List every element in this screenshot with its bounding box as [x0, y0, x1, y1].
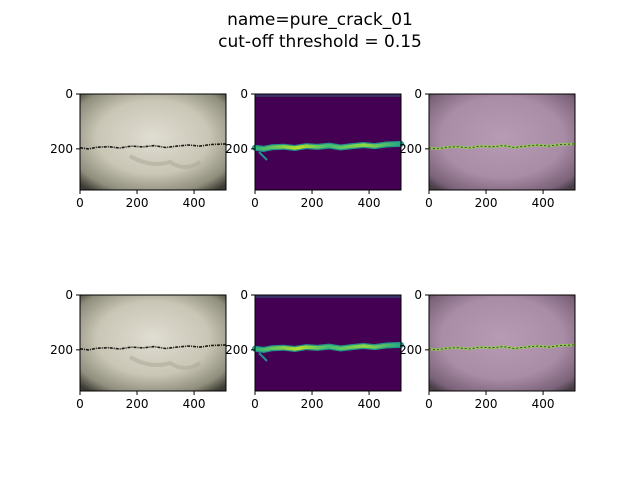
axes-frame — [428, 294, 576, 392]
subplot-5-prediction-thresholded: 0 200 400 0 200 — [225, 288, 404, 411]
x-tick-label: 200 — [475, 196, 498, 210]
y-tick-label: 0 — [240, 87, 248, 101]
y-tick-label: 200 — [50, 142, 73, 156]
y-tick-label: 0 — [65, 288, 73, 302]
subplot-2-prediction: 0 200 400 0 200 — [225, 87, 404, 210]
y-tick-label: 0 — [240, 288, 248, 302]
subplot-4-original: 0 200 400 0 200 — [50, 288, 227, 411]
crack-prediction — [253, 142, 403, 151]
x-tick-label: 400 — [532, 196, 555, 210]
x-tick-label: 400 — [532, 397, 555, 411]
subplot-1-original: 0 200 400 0 200 — [50, 87, 227, 210]
stain-mark — [128, 355, 202, 370]
crack-line — [79, 344, 227, 351]
subplot-3-overlay: 0 200 400 0 200 — [399, 87, 576, 210]
y-tick-label: 200 — [225, 343, 248, 357]
axes-frame — [254, 93, 402, 191]
y-tick-label: 200 — [399, 142, 422, 156]
axes-frame — [428, 93, 576, 191]
image-background — [80, 295, 226, 391]
subplot-6-overlay-thresholded: 0 200 400 0 200 — [399, 288, 576, 411]
heatmap-background — [255, 295, 401, 391]
x-tick-label: 200 — [301, 196, 324, 210]
crack-branch — [258, 151, 268, 161]
y-tick-label: 200 — [399, 343, 422, 357]
x-tick-label: 0 — [76, 196, 84, 210]
y-tick-label: 200 — [50, 343, 73, 357]
image-background — [80, 94, 226, 190]
heatmap-edge — [255, 94, 401, 97]
crack-branch — [258, 352, 268, 362]
axes-frame — [79, 93, 227, 191]
figure-title-line-2: cut-off threshold = 0.15 — [218, 32, 422, 52]
y-tick-label: 200 — [225, 142, 248, 156]
heatmap-edge — [255, 295, 401, 298]
x-tick-label: 400 — [358, 196, 381, 210]
heatmap-background — [255, 94, 401, 190]
overlay-background — [429, 295, 575, 391]
y-tick-label: 0 — [65, 87, 73, 101]
crack-original-line — [428, 344, 576, 351]
overlay-background — [429, 94, 575, 190]
axes-frame — [79, 294, 227, 392]
crack-original-line — [428, 143, 576, 150]
x-tick-label: 0 — [425, 196, 433, 210]
y-tick-label: 0 — [414, 87, 422, 101]
x-tick-label: 400 — [183, 397, 206, 411]
axes-frame — [254, 294, 402, 392]
x-tick-label: 0 — [251, 397, 259, 411]
x-tick-label: 200 — [475, 397, 498, 411]
x-tick-label: 0 — [425, 397, 433, 411]
crack-line — [79, 143, 227, 150]
x-tick-label: 400 — [358, 397, 381, 411]
x-tick-label: 0 — [76, 397, 84, 411]
stain-mark — [128, 154, 202, 169]
x-tick-label: 400 — [183, 196, 206, 210]
x-tick-label: 200 — [126, 397, 149, 411]
figure-title-line-1: name=pure_crack_01 — [227, 10, 413, 30]
crack-prediction — [253, 343, 403, 352]
x-tick-label: 200 — [301, 397, 324, 411]
x-tick-label: 0 — [251, 196, 259, 210]
y-tick-label: 0 — [414, 288, 422, 302]
x-tick-label: 200 — [126, 196, 149, 210]
